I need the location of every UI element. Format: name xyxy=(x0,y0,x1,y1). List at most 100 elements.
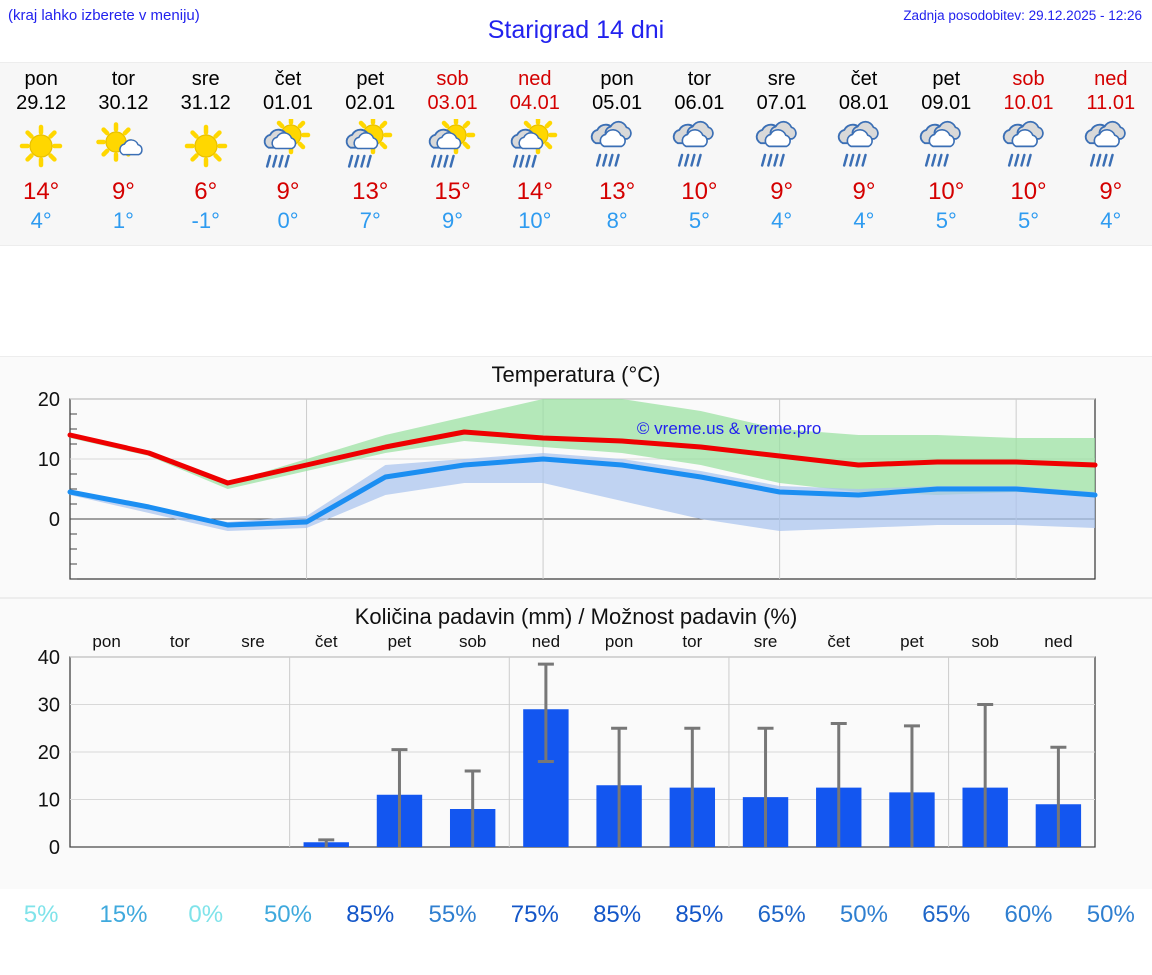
forecast-day-column[interactable]: sob 10.01 10° 5° xyxy=(987,63,1069,245)
temperature-min: -1° xyxy=(191,208,220,233)
precipitation-probability: 60% xyxy=(1004,901,1053,928)
day-name: sob xyxy=(1012,68,1045,90)
day-name: ned xyxy=(1094,68,1128,90)
overcast-rain-icon xyxy=(1080,118,1142,174)
svg-text:10: 10 xyxy=(38,790,60,812)
day-date: 06.01 xyxy=(674,92,725,114)
precipitation-probability: 55% xyxy=(428,901,477,928)
precipitation-probability: 50% xyxy=(263,901,312,928)
temperature-min: 8° xyxy=(606,208,628,233)
svg-text:tor: tor xyxy=(170,632,190,651)
temperature-min: 5° xyxy=(1017,208,1040,233)
svg-text:sre: sre xyxy=(241,632,265,651)
temperature-max: 15° xyxy=(434,178,471,205)
forecast-day-column[interactable]: tor 30.12 9° 1° xyxy=(82,63,164,245)
temperature-chart-title: Temperatura (°C) xyxy=(491,362,661,387)
svg-text:0: 0 xyxy=(49,837,60,859)
temperature-min: 4° xyxy=(771,208,793,233)
precipitation-chart-block: Količina padavin (mm) / Možnost padavin … xyxy=(0,598,1152,889)
page-header: (kraj lahko izberete v meniju) Starigrad… xyxy=(0,0,1152,62)
temperature-max: 9° xyxy=(276,178,300,205)
forecast-day-column[interactable]: ned 11.01 9° 4° xyxy=(1070,63,1152,245)
forecast-day-column[interactable]: sob 03.01 15° 9° xyxy=(411,63,493,245)
day-date: 31.12 xyxy=(180,92,231,114)
day-name: sob xyxy=(436,68,469,90)
precipitation-probability: 85% xyxy=(675,901,724,928)
temperature-max: 13° xyxy=(352,178,389,205)
sun-icon xyxy=(179,118,233,174)
svg-text:čet: čet xyxy=(827,632,850,651)
svg-text:20: 20 xyxy=(38,389,60,411)
day-date: 02.01 xyxy=(345,92,396,114)
sun-rain-cloud-icon xyxy=(422,118,484,174)
precipitation-chart: pon tor sre čet pet sob ned pon tor sre čet pet sob n… xyxy=(38,632,1096,859)
forecast-day-column[interactable]: tor 06.01 10° 5° xyxy=(658,63,740,245)
day-date: 10.01 xyxy=(1003,92,1054,114)
precipitation-probability: 5% xyxy=(23,901,59,928)
svg-text:sob: sob xyxy=(459,632,486,651)
overcast-rain-icon xyxy=(668,118,730,174)
svg-text:pon: pon xyxy=(92,632,120,651)
temperature-min: 1° xyxy=(112,208,134,233)
day-date: 29.12 xyxy=(16,92,67,114)
overcast-rain-icon xyxy=(833,118,895,174)
svg-text:pon: pon xyxy=(605,632,633,651)
temperature-min: 4° xyxy=(1100,208,1122,233)
precipitation-probability: 15% xyxy=(99,901,148,928)
svg-text:pet: pet xyxy=(900,632,924,651)
overcast-rain-icon xyxy=(586,118,648,174)
svg-text:pet: pet xyxy=(388,632,412,651)
forecast-day-column[interactable]: pon 29.12 14° 4° xyxy=(0,63,82,245)
forecast-day-column[interactable]: čet 01.01 9° 0° xyxy=(247,63,329,245)
forecast-day-column[interactable]: ned 04.01 14° 10° xyxy=(494,63,576,245)
precipitation-probability: 65% xyxy=(922,901,971,928)
svg-text:ned: ned xyxy=(532,632,560,651)
precipitation-probability: 50% xyxy=(839,901,888,928)
menu-hint: (kraj lahko izberete v meniju) xyxy=(8,7,200,24)
temperature-min: 5° xyxy=(688,208,710,233)
forecast-day-column[interactable]: sre 07.01 9° 4° xyxy=(741,63,823,245)
svg-text:čet: čet xyxy=(315,632,338,651)
precipitation-probability: 85% xyxy=(346,901,395,928)
svg-text:10: 10 xyxy=(38,449,60,471)
temperature-max: 13° xyxy=(598,178,636,205)
forecast-day-column[interactable]: sre 31.12 6° -1° xyxy=(165,63,247,245)
svg-text:© vreme.us & vreme.pro: © vreme.us & vreme.pro xyxy=(637,419,821,438)
precipitation-probability: 85% xyxy=(593,901,642,928)
day-name: tor xyxy=(111,68,136,90)
temperature-chart-block: Temperatura (°C) 0 10 20 © vreme.us & vreme… xyxy=(0,356,1152,598)
day-name: tor xyxy=(687,68,712,90)
daily-forecast-strip: pon 29.12 14° 4° tor 30.12 9° 1° sre 31.12 6° -1° č… xyxy=(0,62,1152,246)
day-name: pet xyxy=(932,68,961,90)
day-date: 05.01 xyxy=(592,92,643,114)
temperature-max: 10° xyxy=(928,178,965,205)
page-title: Starigrad 14 dni xyxy=(487,16,665,44)
svg-text:tor: tor xyxy=(682,632,702,651)
svg-text:30: 30 xyxy=(38,695,60,717)
temperature-max: 14° xyxy=(516,178,553,205)
temperature-max: 9° xyxy=(1099,178,1123,205)
forecast-day-column[interactable]: pon 05.01 13° 8° xyxy=(576,63,658,245)
day-name: ned xyxy=(518,68,552,90)
temperature-max: 9° xyxy=(770,178,794,205)
precipitation-probability: 0% xyxy=(188,901,224,928)
sun-icon xyxy=(14,118,68,174)
day-date: 08.01 xyxy=(838,92,889,114)
day-date: 03.01 xyxy=(427,92,478,114)
temperature-max: 14° xyxy=(22,178,60,205)
sun-rain-cloud-icon xyxy=(504,118,566,174)
forecast-day-column[interactable]: pet 02.01 13° 7° xyxy=(329,63,411,245)
temperature-max: 6° xyxy=(194,178,218,205)
forecast-day-column[interactable]: pet 09.01 10° 5° xyxy=(905,63,987,245)
temperature-min: 7° xyxy=(359,208,381,233)
spacer xyxy=(0,246,1152,356)
overcast-rain-icon xyxy=(915,118,977,174)
day-name: sre xyxy=(191,68,220,90)
overcast-rain-icon xyxy=(751,118,813,174)
forecast-day-column[interactable]: čet 08.01 9° 4° xyxy=(823,63,905,245)
svg-text:ned: ned xyxy=(1044,632,1072,651)
sun-rain-cloud-icon xyxy=(339,118,401,174)
sun-cloud-icon xyxy=(93,118,153,174)
temperature-min: 4° xyxy=(30,208,52,233)
